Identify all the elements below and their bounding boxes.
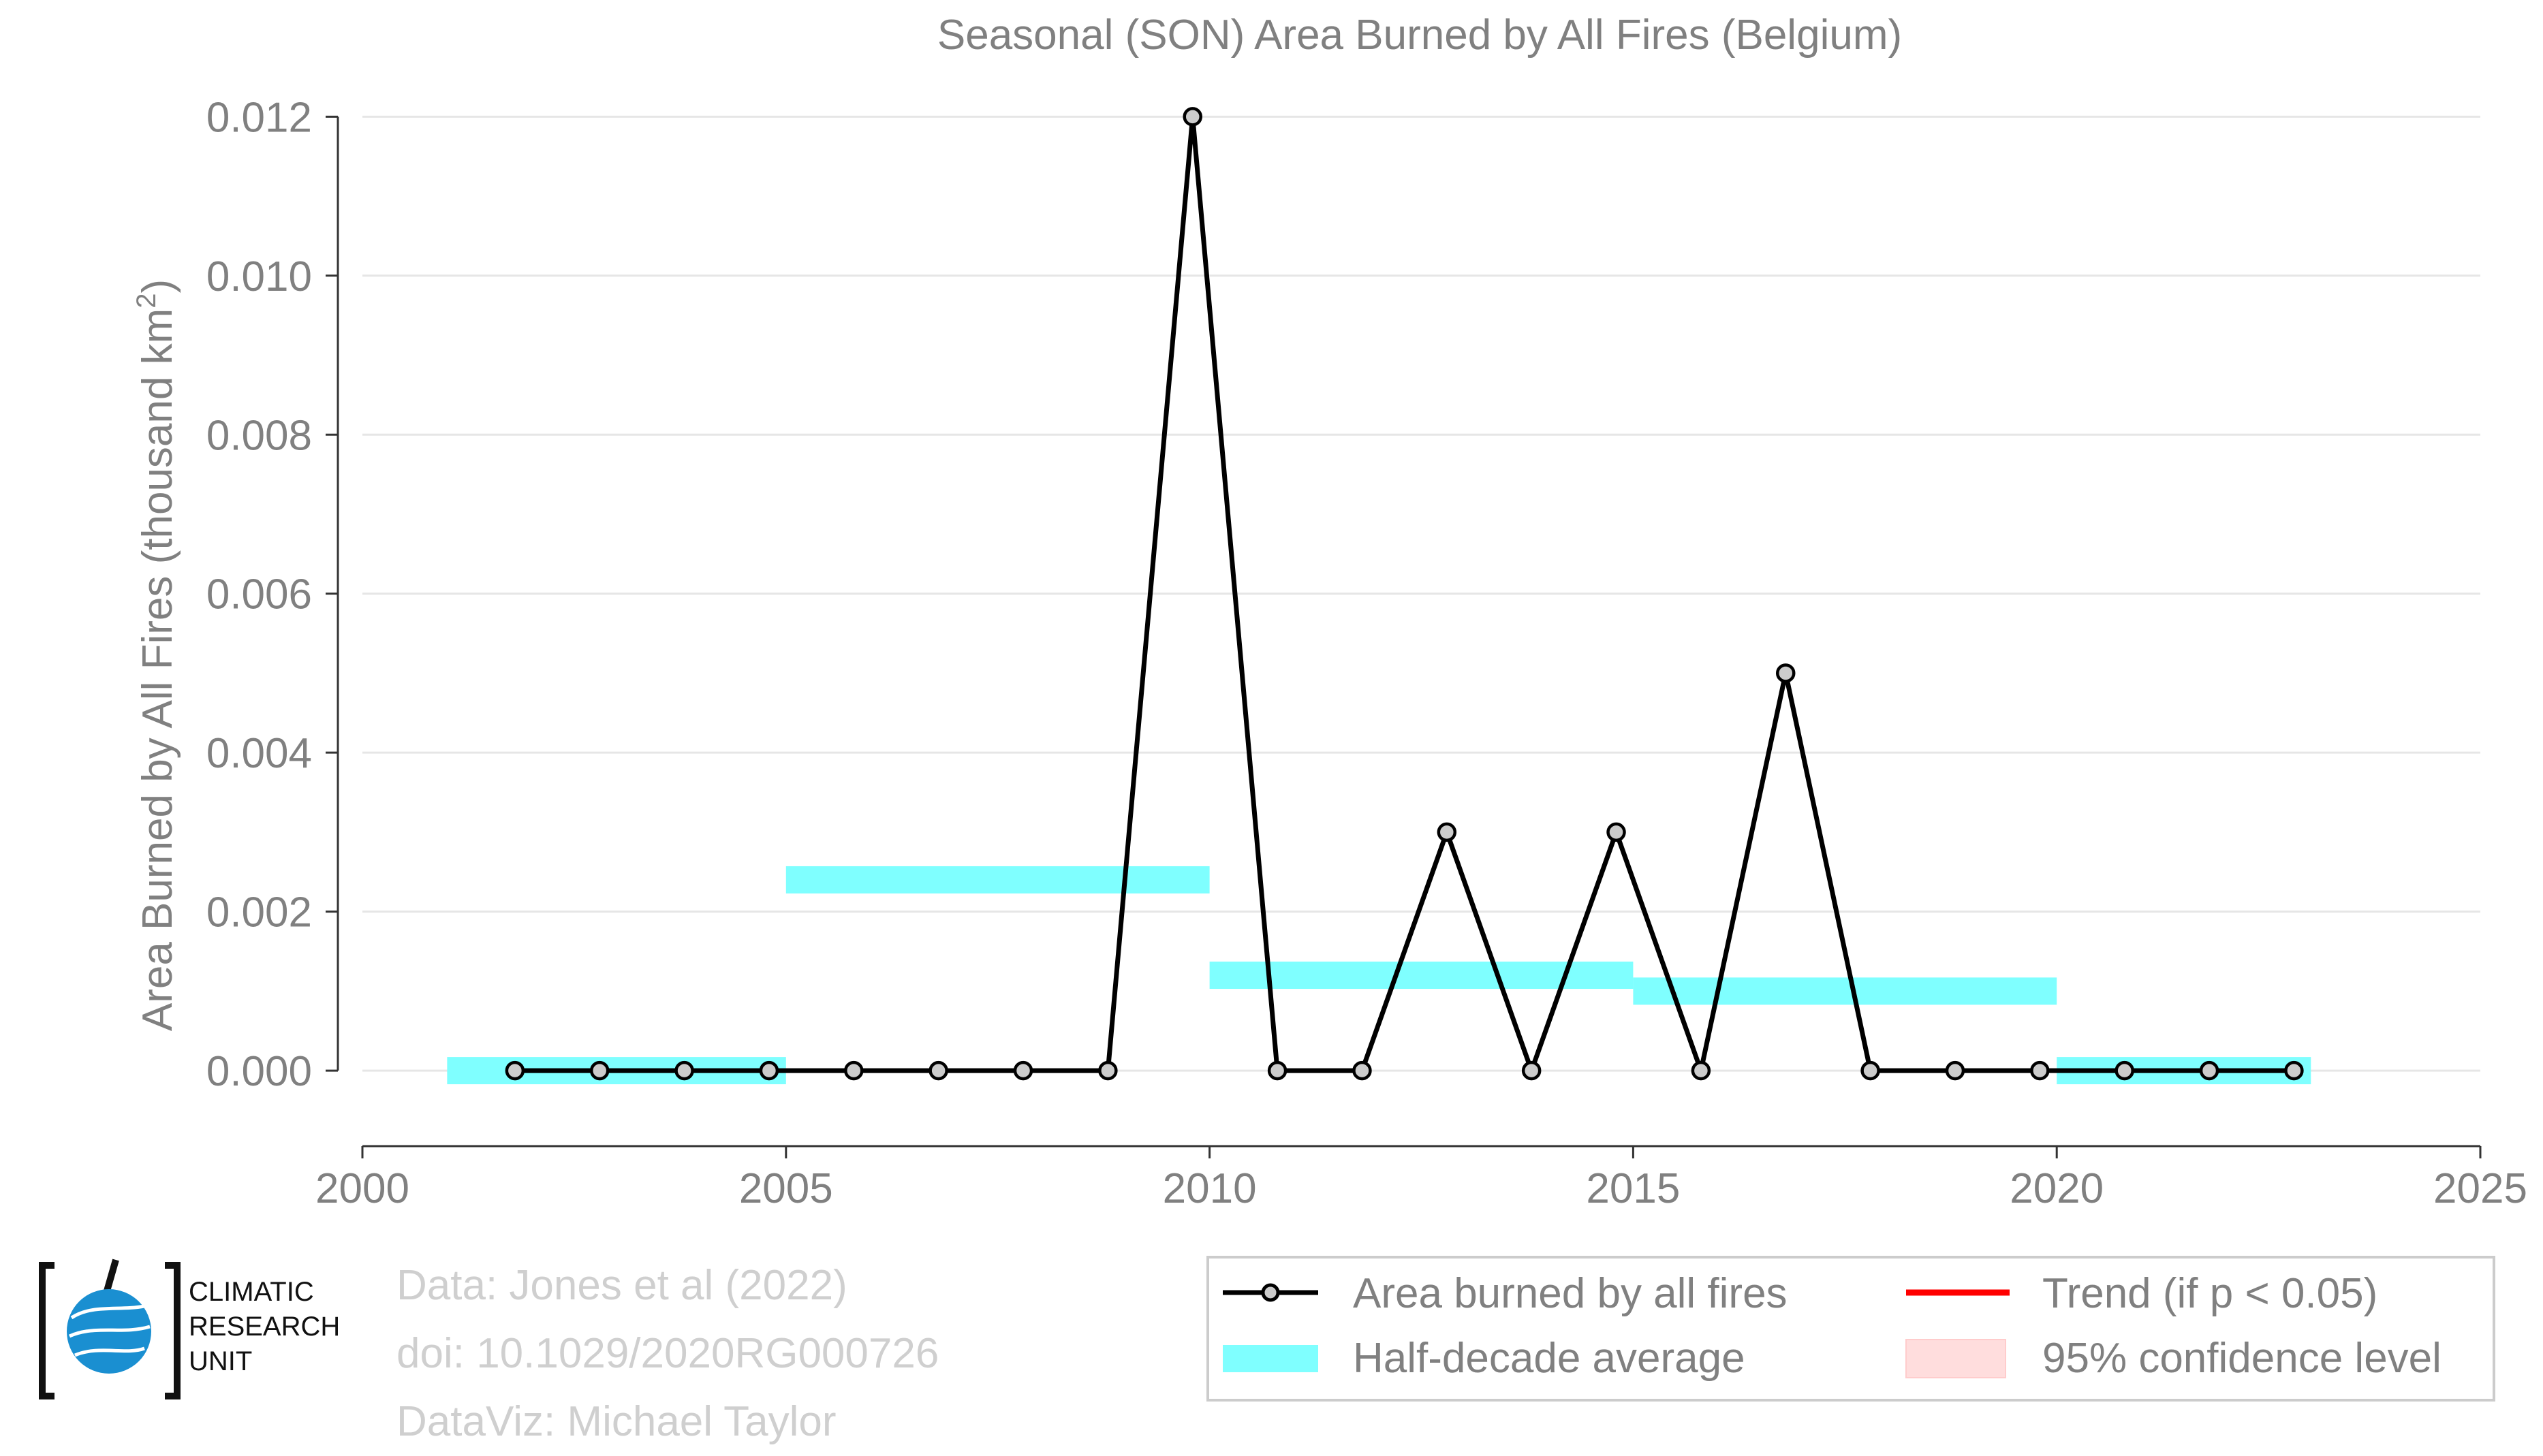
credit-data-source: Data: Jones et al (2022) (396, 1262, 847, 1309)
data-point (2284, 1060, 2304, 1081)
legend-label-half-decade: Half-decade average (1353, 1335, 1745, 1382)
data-point (1267, 1060, 1288, 1081)
data-point (589, 1060, 610, 1081)
x-tick-label: 2005 (739, 1165, 833, 1212)
cru-line-1: CLIMATIC (189, 1277, 314, 1307)
x-tick-label: 2010 (1163, 1165, 1257, 1212)
legend-label-area-burned: Area burned by all fires (1353, 1270, 1788, 1317)
cru-logo (39, 1259, 181, 1399)
data-point (2030, 1060, 2050, 1081)
y-tick-label: 0.000 (206, 1048, 312, 1095)
data-point (759, 1060, 779, 1081)
data-point (844, 1060, 864, 1081)
globe-swirl-1 (70, 1304, 145, 1320)
half-decade-band (785, 866, 1210, 893)
x-tick-label: 2025 (2433, 1165, 2527, 1212)
y-tick-label: 0.010 (206, 253, 312, 300)
data-point (1437, 822, 1457, 842)
data-point (1013, 1060, 1033, 1081)
legend-swatch-confidence (1905, 1339, 2006, 1378)
data-point (1775, 663, 1796, 683)
x-tick-label: 2015 (1586, 1165, 1680, 1212)
data-point (674, 1060, 694, 1081)
cru-logo-text: CLIMATIC RESEARCH UNIT (189, 1275, 340, 1379)
chart-title: Seasonal (SON) Area Burned by All Fires … (937, 12, 1902, 59)
data-point (1098, 1060, 1118, 1081)
globe-swirl-2 (68, 1325, 151, 1338)
x-tick-label: 2020 (2010, 1165, 2104, 1212)
data-point (1521, 1060, 1542, 1081)
data-point (1352, 1060, 1372, 1081)
legend-marker-area-burned (1261, 1283, 1280, 1302)
data-point (1183, 107, 1202, 127)
logo-bracket-left (39, 1262, 54, 1399)
credit-doi: doi: 10.1029/2020RG000726 (396, 1330, 939, 1377)
legend-swatch-half-decade (1223, 1345, 1318, 1372)
y-tick-label: 0.002 (206, 889, 312, 936)
data-point (1606, 822, 1626, 842)
logo-bracket-right (165, 1262, 181, 1399)
y-axis-label: Area Burned by All Fires (thousand km2) (131, 279, 181, 1031)
credits: Data: Jones et al (2022) doi: 10.1029/20… (396, 1252, 939, 1456)
cru-line-3: UNIT (189, 1346, 253, 1376)
credit-dataviz: DataViz: Michael Taylor (396, 1398, 837, 1445)
legend-label-confidence: 95% confidence level (2042, 1335, 2441, 1382)
y-tick-label: 0.006 (206, 571, 312, 618)
legend-box (1206, 1256, 2495, 1402)
x-axis: 2000 2005 2010 2015 2020 2025 (315, 1145, 2527, 1212)
y-tick-label: 0.012 (206, 94, 312, 141)
x-tick-label: 2000 (315, 1165, 409, 1212)
data-point (2115, 1060, 2134, 1081)
data-point (2199, 1060, 2219, 1081)
half-decade-bands (447, 866, 2311, 1085)
grid-lines (362, 115, 2480, 1072)
legend-label-trend: Trend (if p < 0.05) (2042, 1270, 2377, 1317)
series-area-burned (505, 107, 2304, 1081)
y-tick-label: 0.004 (206, 730, 312, 777)
y-tick-label: 0.008 (206, 412, 312, 459)
half-decade-band (1633, 977, 2057, 1005)
data-point (1945, 1060, 1965, 1081)
data-point (1860, 1060, 1880, 1081)
legend: Area burned by all fires Trend (if p < 0… (1206, 1256, 2495, 1402)
data-point (505, 1060, 525, 1081)
data-point (1691, 1060, 1711, 1081)
series-line (514, 114, 2294, 1073)
cru-line-2: RESEARCH (189, 1312, 341, 1342)
y-axis: 0.000 0.002 0.004 0.006 0.008 0.010 0.012 (206, 94, 339, 1095)
globe-swirl-3 (74, 1346, 145, 1357)
data-point (929, 1060, 948, 1081)
